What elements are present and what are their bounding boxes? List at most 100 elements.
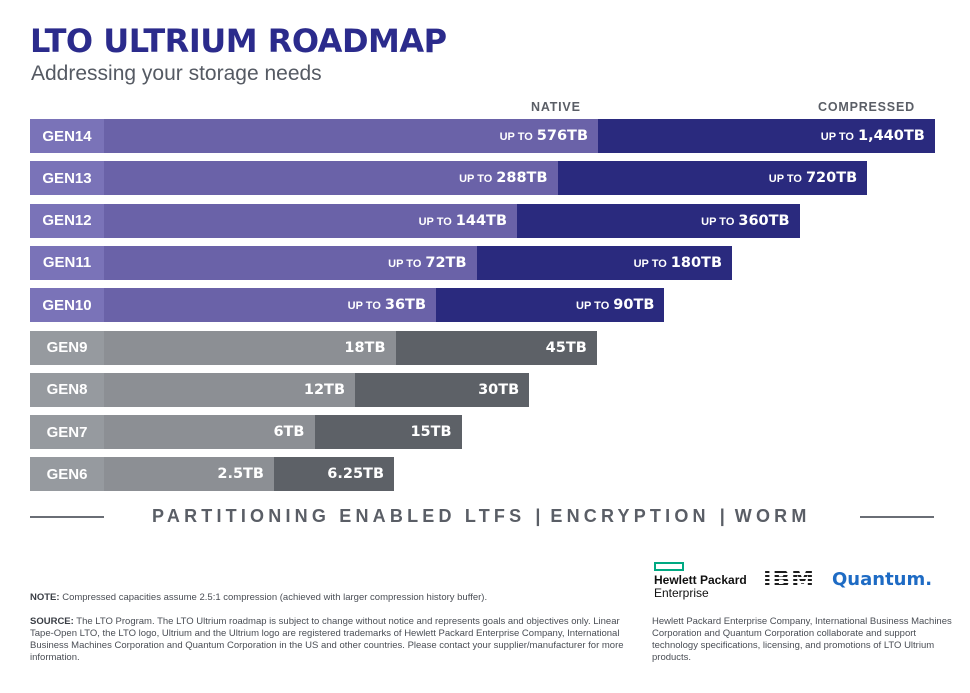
native-value-label-text: 144TB (455, 212, 507, 229)
features-text: PARTITIONING ENABLED LTFS | ENCRYPTION | WOR… (152, 506, 811, 527)
hpe-logo-line2: Enterprise (654, 586, 709, 600)
features-strip: PARTITIONING ENABLED LTFS | ENCRYPTION | WOR… (30, 506, 934, 528)
compressed-bar (517, 203, 800, 238)
native-value-label: UP TO 72TB (388, 246, 466, 280)
native-value-label: 12TB (304, 373, 345, 407)
compressed-bar (598, 119, 935, 153)
compressed-value-label-text: 45TB (545, 339, 587, 356)
partners-text: Hewlett Packard Enterprise Company, Inte… (652, 616, 952, 663)
native-bar (104, 457, 274, 492)
native-value-label: 6TB (273, 415, 304, 449)
ibm-logo: IBM (763, 567, 815, 593)
native-value-label-text: 288TB (496, 170, 548, 187)
compressed-value-label-text: 6.25TB (327, 466, 384, 483)
features-rule-right (860, 516, 934, 518)
native-bar (104, 372, 355, 407)
compressed-value-label: 30TB (478, 373, 519, 407)
native-value-label-text: 36TB (384, 297, 426, 314)
compressed-value-label: UP TO 1,440TB (821, 119, 925, 153)
generation-label: GEN10 (30, 288, 104, 323)
compressed-value-label: UP TO 720TB (769, 161, 857, 195)
compressed-value-label-text: 1,440TB (857, 128, 925, 144)
compressed-column-header: COMPRESSED (818, 100, 915, 114)
native-value-label-text: 12TB (303, 381, 345, 398)
page-subtitle: Addressing your storage needs (31, 62, 322, 85)
chart-row-gen12: GEN12 UP TO 144TB UP TO 360TB (30, 203, 800, 238)
up-to-prefix: UP TO (701, 215, 735, 228)
native-value-label-text: 6TB (273, 424, 305, 441)
feature-separator: | (535, 506, 541, 526)
source-body: The LTO Program. The LTO Ultrium roadmap… (30, 616, 624, 663)
native-value-label: UP TO 288TB (459, 161, 547, 195)
generation-label: GEN13 (30, 161, 104, 196)
compressed-value-label: 15TB (410, 415, 451, 449)
generation-label: GEN7 (30, 415, 104, 450)
native-bar (104, 288, 436, 323)
native-bar (104, 161, 558, 196)
generation-label: GEN12 (30, 203, 104, 238)
compressed-bar (355, 372, 530, 407)
native-value-label: UP TO 144TB (419, 204, 507, 238)
generation-label: GEN6 (30, 457, 104, 492)
compressed-value-label: 45TB (546, 331, 587, 365)
roadmap-chart: GEN14 UP TO 576TB UP TO 1,440TB GEN13 UP TO 288… (30, 119, 935, 492)
feature-partitioning-ltfs: PARTITIONING ENABLED LTFS (152, 506, 526, 526)
chart-row-gen8: GEN8 12TB 30TB (30, 372, 530, 407)
chart-row-gen11: GEN11 UP TO 72TB UP TO 180TB (30, 245, 732, 280)
compressed-value-label-text: 180TB (670, 254, 722, 271)
compressed-bar (436, 288, 665, 323)
compressed-value-label-text: 15TB (410, 424, 452, 441)
chart-row-gen10: GEN10 UP TO 36TB UP TO 90TB (30, 288, 665, 323)
native-bar (104, 245, 477, 280)
page-title: LTO ULTRIUM ROADMAP (30, 22, 447, 60)
native-value-label-text: 2.5TB (217, 466, 264, 483)
native-column-header: NATIVE (531, 100, 581, 114)
hpe-logo: Hewlett Packard Enterprise (652, 562, 750, 602)
up-to-prefix: UP TO (768, 173, 802, 186)
feature-encryption: ENCRYPTION (550, 506, 710, 526)
note-text: NOTE: Compressed capacities assume 2.5:1… (30, 592, 620, 604)
compressed-bar (476, 245, 732, 280)
native-value-label-text: 18TB (344, 339, 386, 356)
up-to-prefix: UP TO (576, 300, 610, 313)
chart-row-gen6: GEN6 2.5TB 6.25TB (30, 457, 394, 492)
native-value-label-text: 72TB (425, 254, 467, 271)
up-to-prefix: UP TO (459, 173, 493, 186)
feature-worm: WORM (734, 506, 811, 526)
native-value-label: 18TB (344, 331, 385, 365)
native-bar (104, 203, 517, 238)
up-to-prefix: UP TO (499, 131, 533, 143)
native-value-label-text: 576TB (536, 128, 588, 144)
generation-label: GEN11 (30, 245, 104, 280)
native-bar (104, 119, 598, 153)
up-to-prefix: UP TO (388, 257, 422, 270)
source-text: SOURCE: The LTO Program. The LTO Ultrium… (30, 616, 630, 664)
hpe-logo-line1: Hewlett Packard (654, 573, 747, 587)
quantum-logo: Quantum. (832, 569, 933, 590)
source-label: SOURCE: (30, 616, 74, 627)
compressed-value-label: 6.25TB (327, 457, 384, 491)
features-rule-left (30, 516, 104, 518)
note-label: NOTE: (30, 592, 60, 603)
chart-row-gen9: GEN9 18TB 45TB (30, 330, 597, 365)
generation-label: GEN8 (30, 372, 104, 407)
generation-label: GEN9 (30, 330, 104, 365)
compressed-bar (314, 415, 462, 450)
up-to-prefix: UP TO (347, 300, 381, 313)
compressed-bar (395, 330, 597, 365)
chart-row-gen13: GEN13 UP TO 288TB UP TO 720TB (30, 161, 868, 196)
compressed-value-label-text: 30TB (478, 381, 520, 398)
chart-row-gen7: GEN7 6TB 15TB (30, 415, 462, 450)
compressed-value-label-text: 360TB (738, 212, 790, 229)
compressed-bar (274, 457, 394, 492)
compressed-value-label-text: 720TB (805, 170, 858, 187)
up-to-prefix: UP TO (820, 131, 854, 143)
native-bar (104, 415, 315, 450)
up-to-prefix: UP TO (418, 215, 452, 228)
compressed-value-label: UP TO 180TB (634, 246, 722, 280)
native-value-label: UP TO 36TB (348, 288, 426, 322)
generation-label: GEN14 (30, 119, 104, 153)
compressed-value-label: UP TO 360TB (701, 204, 789, 238)
chart-row-gen14: GEN14 UP TO 576TB UP TO 1,440TB (30, 119, 935, 153)
hpe-element-icon (654, 562, 684, 571)
